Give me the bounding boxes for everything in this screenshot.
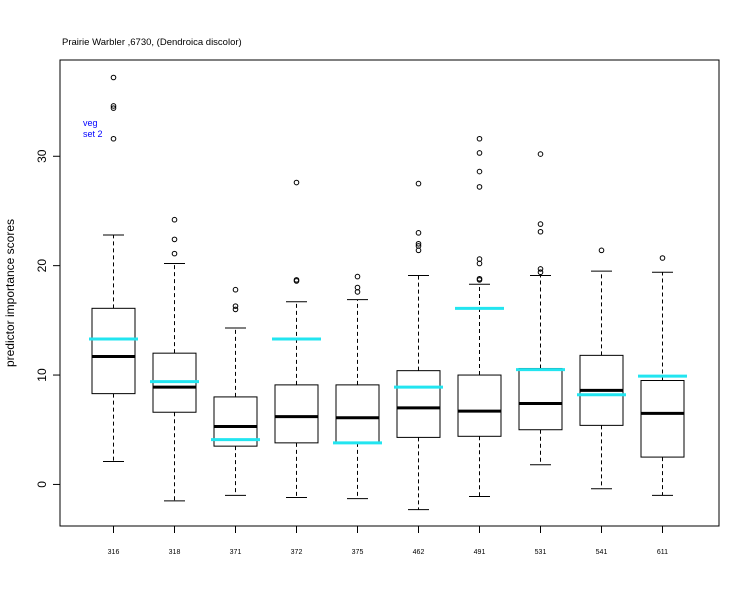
outlier-point [171,216,178,223]
box-541 [577,247,626,490]
outlier-point [415,180,422,187]
box-iqr [396,370,441,438]
outlier-point [476,275,483,282]
box-iqr [518,367,563,431]
outlier-point [537,269,544,276]
box-611 [638,255,687,496]
y-axis: 0 10 20 30 [35,149,61,488]
box-316 [89,74,138,462]
x-tick-label: 611 [657,549,668,556]
y-axis-label: predictor importance scores [3,219,17,367]
outlier-point [171,250,178,257]
x-tick-label: 491 [474,549,486,556]
outlier-point [537,221,544,227]
box-491 [455,135,504,497]
outlier-point [476,184,483,190]
y-tick-label: 10 [35,368,49,382]
outlier-point [476,135,483,142]
outlier-point [293,277,300,283]
x-axis: 316 318 371 372 375 462 491 531 541 611 [108,525,668,556]
chart-title: Prairie Warbler ,6730, (Dendroica discol… [62,37,242,48]
x-tick-label: 531 [535,549,547,556]
outlier-point [110,105,117,111]
x-tick-label: 462 [413,549,425,556]
outlier-point [232,306,239,313]
box-371 [211,286,260,496]
x-tick-label: 541 [596,549,608,556]
outlier-point [293,179,300,186]
outlier-point [232,303,239,309]
outlier-point [476,168,483,175]
box-iqr [640,380,685,458]
box-iqr [91,307,136,395]
outlier-point [110,103,117,109]
legend-label-veg: veg [83,118,98,128]
x-tick-label: 318 [169,549,181,556]
y-tick-label: 0 [35,481,49,488]
box-iqr [274,384,319,444]
outlier-point [659,255,666,261]
x-tick-label: 372 [291,549,303,556]
outlier-point [110,74,117,81]
box-series [89,74,687,511]
x-tick-label: 316 [108,549,120,556]
outlier-point [415,240,422,247]
outlier-point [354,284,361,291]
outlier-point [537,228,544,235]
outlier-point [537,151,544,157]
outlier-point [537,266,544,272]
box-318 [150,216,199,502]
plot-frame [59,59,720,527]
box-372 [272,179,321,499]
box-375 [333,273,382,500]
x-tick-label: 375 [352,549,364,556]
x-tick-label: 371 [230,549,242,556]
legend-label-set-2: set 2 [83,129,103,139]
box-iqr [335,384,380,444]
outlier-point [354,273,361,280]
outlier-point [598,247,605,254]
box-iqr [457,374,502,437]
outlier-point [110,135,117,142]
outlier-point [171,236,178,243]
box-531 [516,151,565,466]
outlier-point [476,150,483,156]
outlier-point [415,243,422,249]
outlier-point [476,256,483,262]
outlier-point [415,230,422,236]
y-tick-label: 20 [35,259,49,273]
outlier-point [232,286,239,293]
box-iqr [213,396,258,447]
y-tick-label: 30 [35,149,49,163]
box-462 [394,180,443,511]
